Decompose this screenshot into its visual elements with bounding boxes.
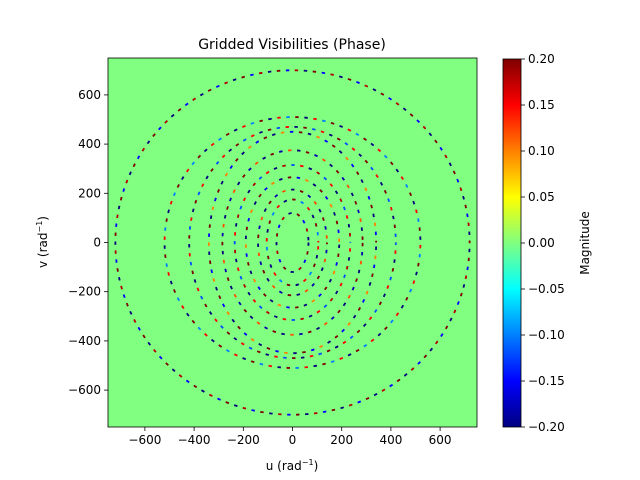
- colorbar-tick-label: 0.05: [528, 190, 555, 204]
- x-tick-label: −600: [128, 433, 161, 447]
- ring-1: [275, 212, 310, 273]
- y-tick-label: −200: [68, 285, 101, 299]
- y-tick-label: −600: [68, 383, 101, 397]
- ring-10: [114, 69, 471, 416]
- ring-3-segment-3: [257, 188, 328, 297]
- ring-7-segment-4: [207, 130, 378, 355]
- y-axis-label: v (rad−1): [35, 216, 50, 268]
- chart-title: Gridded Visibilities (Phase): [198, 37, 386, 53]
- ring-7-segment-2: [207, 130, 378, 355]
- y-tick-label: 400: [78, 137, 101, 151]
- y-tick-label: 600: [78, 88, 101, 102]
- x-tick-label: 0: [289, 433, 297, 447]
- ring-2-segment-1: [265, 198, 320, 287]
- colorbar-axis: −0.20 −0.15 −0.10 −0.05 0.00 0.05 0.10 0.15 0.20: [521, 52, 565, 434]
- ring-5-segment-3: [233, 164, 352, 321]
- x-tick-label: 400: [379, 433, 402, 447]
- colorbar-tick-label: 0.10: [528, 144, 555, 158]
- ring-8-segment-1: [188, 125, 397, 360]
- ring-10-segment-3: [114, 69, 471, 416]
- ring-10-segment-2: [114, 69, 471, 416]
- y-axis: −600 −400 −200 0 200 400 600: [68, 88, 108, 397]
- ring-6: [221, 149, 364, 336]
- ring-1-segment-1: [275, 212, 310, 273]
- ring-8-segment-2: [188, 125, 397, 360]
- colorbar-tick-label: −0.15: [528, 374, 565, 388]
- ring-7: [207, 130, 378, 355]
- x-axis-label: u (rad−1): [266, 458, 319, 473]
- ring-6-segment-1: [221, 149, 364, 336]
- y-tick-label: 0: [93, 236, 101, 250]
- ring-2-segment-3: [265, 198, 320, 287]
- colorbar-label: Magnitude: [578, 211, 592, 275]
- ring-series: [114, 69, 471, 416]
- colorbar-tick-label: −0.20: [528, 420, 565, 434]
- x-tick-label: −400: [178, 433, 211, 447]
- colorbar-tick-label: −0.05: [528, 282, 565, 296]
- x-tick-label: 200: [330, 433, 353, 447]
- ring-7-segment-1: [207, 130, 378, 355]
- x-tick-label: 600: [429, 433, 452, 447]
- x-tick-label: −200: [227, 433, 260, 447]
- ring-5: [233, 164, 352, 321]
- colorbar-tick-label: 0.00: [528, 236, 555, 250]
- x-axis: −600 −400 −200 0 200 400 600: [128, 427, 452, 447]
- ring-6-segment-3: [221, 149, 364, 336]
- ring-3: [257, 188, 328, 297]
- colorbar-tick-label: −0.10: [528, 328, 565, 342]
- ring-3-segment-4: [257, 188, 328, 297]
- colorbar-tick-label: 0.20: [528, 52, 555, 66]
- ring-8: [188, 125, 397, 360]
- y-tick-label: −400: [68, 334, 101, 348]
- y-tick-label: 200: [78, 186, 101, 200]
- colorbar-tick-label: 0.15: [528, 98, 555, 112]
- colorbar: [502, 58, 522, 428]
- plot-background: [108, 58, 477, 427]
- ring-2: [265, 198, 320, 287]
